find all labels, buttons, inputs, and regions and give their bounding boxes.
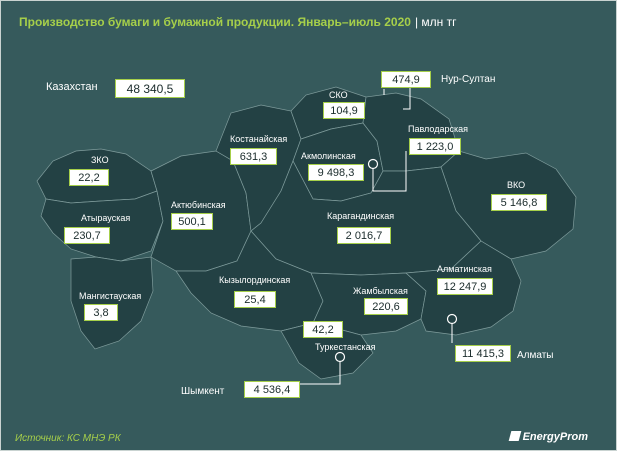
brand-name: EnergyProm	[522, 431, 588, 443]
region-value-mangystau: 3,8	[84, 304, 118, 321]
page-title: Производство бумаги и бумажной продукции…	[19, 15, 457, 29]
total-label: Казахстан	[46, 81, 98, 93]
city-value-almaty: 11 415,3	[455, 345, 511, 362]
region-label-karaganda: Карагандинская	[327, 211, 395, 221]
region-label-kyzylorda: Кызылординская	[219, 275, 291, 285]
region-label-sko: СКО	[329, 90, 348, 100]
nur-sultan-marker-icon	[367, 158, 379, 170]
brand-logo-icon	[508, 431, 521, 441]
region-label-akmola: Акмолинская	[301, 151, 356, 161]
city-label-almaty-text: Алматы	[517, 350, 554, 361]
region-value-atyrau: 230,7	[64, 227, 110, 244]
region-value-karaganda: 2 016,7	[337, 227, 391, 244]
region-value-zko: 22,2	[69, 169, 109, 186]
region-value-kyzylorda: 25,4	[234, 291, 276, 308]
region-value-turkestan: 42,2	[303, 321, 343, 338]
footer: Источник: КС МНЭ РК EnergyProm	[1, 427, 616, 450]
city-label-nur-sultan: Нур-Султан	[441, 74, 496, 85]
region-label-turkestan: Туркестанская	[315, 342, 376, 352]
brand-logo: EnergyProm	[508, 431, 588, 443]
region-label-atyrau: Атырауская	[81, 213, 131, 223]
city-value-nur-sultan: 474,9	[381, 71, 431, 88]
region-label-zhambyl: Жамбылская	[353, 286, 408, 296]
region-value-vko: 5 146,8	[491, 194, 547, 211]
region-atyrau	[40, 190, 164, 262]
leader-lines	[299, 87, 453, 385]
region-label-vko: ВКО	[507, 180, 526, 190]
region-label-kostanay: Костанайская	[230, 134, 288, 144]
almaty-marker-icon	[446, 313, 458, 325]
region-value-aktobe: 500,1	[171, 213, 213, 230]
source-note: Источник: КС МНЭ РК	[15, 433, 121, 444]
region-value-pavlodar: 1 223,0	[409, 138, 461, 155]
region-value-almaty-obl: 12 247,9	[437, 278, 493, 295]
region-value-sko: 104,9	[323, 102, 365, 119]
title-text: Производство бумаги и бумажной продукции…	[19, 15, 411, 29]
city-value-shymkent: 4 536,4	[244, 381, 300, 398]
region-label-zko: ЗКО	[91, 155, 109, 165]
leader-shymkent	[299, 361, 341, 385]
region-mangystau	[70, 256, 154, 350]
region-value-akmola: 9 498,3	[308, 164, 364, 181]
region-value-kostanay: 631,3	[230, 148, 277, 165]
city-label-shymkent: Шымкент	[181, 386, 225, 397]
leader-nur-sultan	[403, 87, 411, 110]
title-unit: | млн тг	[414, 15, 457, 29]
region-label-pavlodar: Павлодарская	[408, 124, 468, 134]
leader-akmola	[372, 151, 407, 192]
region-label-almaty-obl: Алматинская	[437, 264, 492, 274]
region-label-aktobe: Актюбинская	[171, 200, 226, 210]
shymkent-marker-icon	[334, 351, 346, 363]
region-value-zhambyl: 220,6	[364, 298, 408, 315]
total-value: 48 340,5	[115, 79, 185, 98]
region-label-mangystau: Мангистауская	[79, 291, 142, 301]
